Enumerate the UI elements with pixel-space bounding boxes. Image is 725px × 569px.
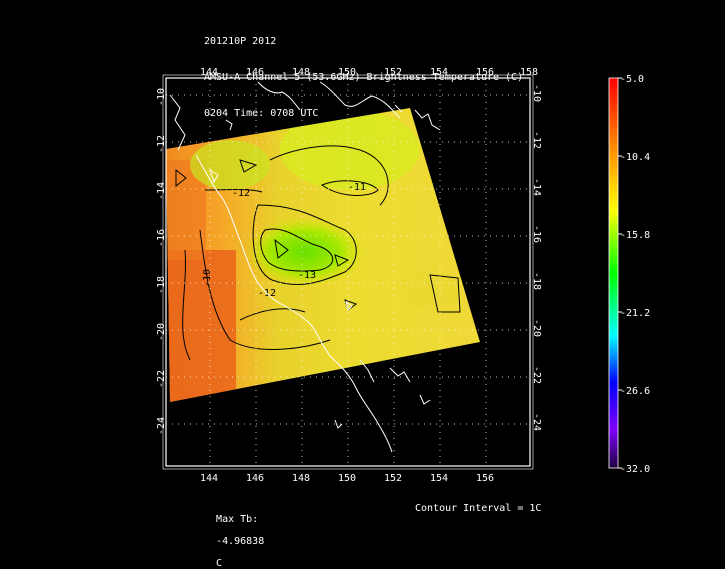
lon-tick: 144 (200, 67, 218, 78)
lon-tick: 150 (338, 473, 356, 484)
contour-interval: Contour Interval = 1C (415, 503, 542, 514)
lat-tick: -14 (156, 182, 167, 200)
lon-tick: 158 (520, 67, 538, 78)
brightness-swath (166, 108, 480, 402)
lon-tick: 150 (338, 67, 356, 78)
colorbar-label: -5.0 (620, 74, 644, 85)
lat-tick: -20 (156, 323, 167, 341)
lon-tick: 156 (476, 67, 494, 78)
lon-tick: 154 (430, 67, 448, 78)
lat-tick: -18 (156, 276, 167, 294)
lat-tick: -16 (531, 225, 542, 243)
contour-lines (175, 145, 461, 361)
contour-label: -12 (232, 188, 250, 199)
lat-ticks-right: -10 -12 -14 -16 -18 -20 -22 -24 (531, 84, 542, 431)
lat-tick: -12 (156, 135, 167, 153)
lat-tick: -10 (531, 84, 542, 102)
lon-ticks-bottom: 144 146 148 150 152 154 156 (200, 473, 494, 484)
lat-tick: -16 (156, 229, 167, 247)
lon-tick: 148 (292, 473, 310, 484)
colorbar-label: -15.8 (620, 230, 650, 241)
lat-tick: -18 (531, 272, 542, 290)
contour-label: -11 (348, 182, 366, 193)
lon-tick: 144 (200, 473, 218, 484)
max-tb-value: -4.96838 (216, 536, 265, 547)
lat-tick: -24 (531, 413, 542, 431)
max-tb-label: Max Tb: (216, 514, 259, 525)
graticule (166, 78, 530, 466)
coastlines (169, 81, 441, 453)
lat-tick: -14 (531, 178, 542, 196)
title-line-time: 0204 Time: 0708 UTC (204, 108, 319, 119)
lon-tick: 148 (292, 67, 310, 78)
colorbar-label: -26.6 (620, 386, 650, 397)
lon-tick: 156 (476, 473, 494, 484)
colorbar-label: -32.0 (620, 464, 650, 475)
lon-tick: 152 (384, 473, 402, 484)
lat-tick: -10 (156, 88, 167, 106)
contour-label: -10 (202, 269, 213, 287)
lon-tick: 154 (430, 473, 448, 484)
contour-label: -13 (298, 270, 316, 281)
title-line-storm: 201210P 2012 (204, 36, 277, 47)
map-frame (165, 77, 531, 467)
lat-tick: -20 (531, 319, 542, 337)
max-tb-unit: C (216, 558, 223, 569)
colorbar: -5.0 -10.4 -15.8 -21.2 -26.6 -32.0 (608, 74, 650, 475)
map-figure: -11 -12 -13 -12 -10 (156, 67, 650, 484)
lon-tick: 146 (246, 473, 264, 484)
lat-ticks-left: -10 -12 -14 -16 -18 -20 -22 -24 (156, 88, 167, 435)
lon-tick: 152 (384, 67, 402, 78)
max-tb-readout: Max Tb: -4.96838 C (204, 503, 264, 569)
lat-tick: -12 (531, 131, 542, 149)
lat-tick: -22 (531, 366, 542, 384)
lat-tick: -24 (156, 417, 167, 435)
colorbar-label: -21.2 (620, 308, 650, 319)
lon-tick: 146 (246, 67, 264, 78)
lat-tick: -22 (156, 370, 167, 388)
colorbar-label: -10.4 (620, 152, 650, 163)
lon-ticks-top: 144 146 148 150 152 154 156 158 (200, 67, 538, 78)
